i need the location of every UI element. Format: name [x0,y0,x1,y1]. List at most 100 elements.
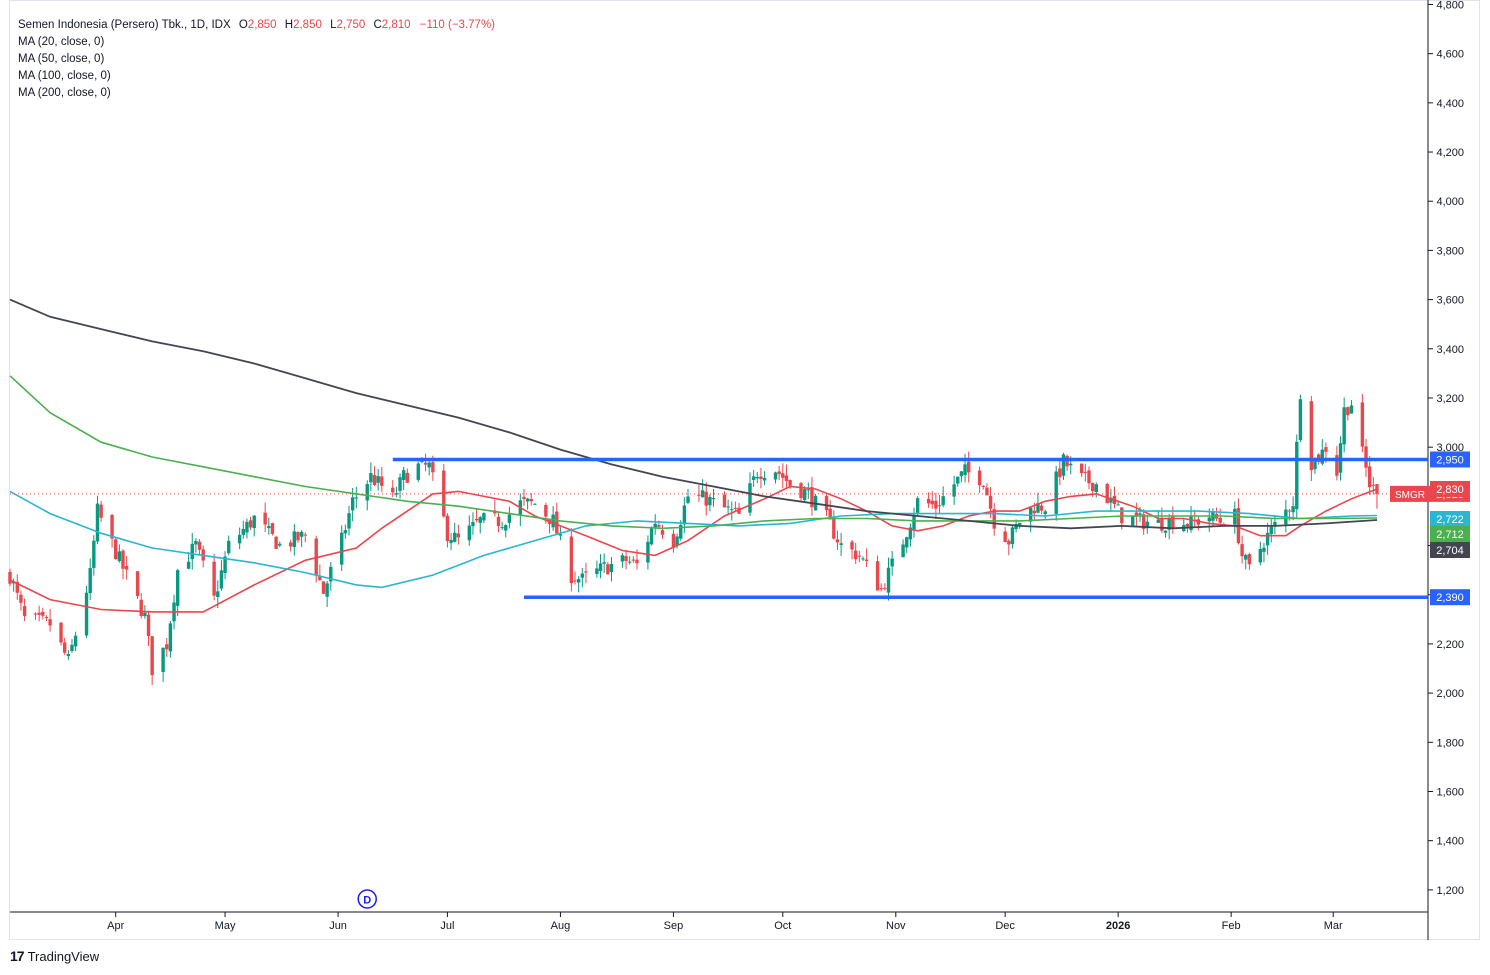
candle-body [1167,518,1171,530]
candle-body [212,561,216,596]
price-chart[interactable]: 1,2001,4001,6001,8002,0002,2002,4002,600… [0,0,1490,945]
chart-frame [9,0,1480,940]
candle-body [759,476,763,480]
candle [875,555,880,591]
candle [810,476,814,516]
candle-body [584,571,588,573]
candle-body [751,476,756,480]
candle-body [1007,540,1011,545]
candle-body [598,563,603,571]
candle-body [657,524,661,527]
high-label: H [284,19,294,31]
legend-ma200[interactable]: MA (200, close, 0) [18,87,111,99]
candle-body [449,539,453,544]
level-label: 2,390 [1436,592,1464,604]
legend-ma100[interactable]: MA (100, close, 0) [18,70,111,82]
candle-body [445,515,450,542]
candle [1342,397,1346,453]
candle-body [992,509,996,529]
candle-body [853,550,858,560]
candle [274,535,278,550]
candle-body [1313,457,1317,470]
candle-body [901,544,905,558]
candle [708,494,712,512]
candle [318,564,322,581]
legend-ma50[interactable]: MA (50, close, 0) [18,53,105,65]
candles-group [8,393,1379,686]
candle [606,562,610,575]
candle [1193,509,1197,528]
candle-body [139,599,143,617]
candle-body [1163,530,1168,533]
candle [773,471,778,484]
candle-body [146,614,151,637]
candle-body [22,606,27,616]
candle [1371,477,1376,495]
candle [416,461,420,483]
candle-body [401,470,406,481]
candle-body [1054,471,1058,514]
candle-body [810,487,814,508]
candle-body [135,571,140,597]
candle [799,481,803,501]
x-tick-label: Nov [886,920,906,932]
ma200-line [9,298,1378,530]
candle-body [1116,504,1120,506]
candle-body [303,534,307,536]
candle [1065,454,1069,471]
candle-body [1346,407,1350,416]
candle-body [197,541,202,550]
candle [573,571,577,585]
candle-body [267,526,271,529]
candle-body [150,636,154,676]
candle-body [1320,449,1324,464]
candle [227,535,231,556]
candle-body [959,471,964,477]
candle [832,510,836,540]
candle-body [762,477,767,481]
candle [1003,527,1007,543]
candle-body [952,484,956,497]
candle-body [143,612,147,617]
ma-value-label: 2,712 [1436,529,1464,541]
candle [1298,394,1303,443]
candle-body [1134,512,1139,517]
candle [1163,530,1168,538]
candle-body [252,515,256,528]
candle [1131,515,1135,526]
candle-body [321,581,326,594]
candle-body [219,570,224,589]
candle-body [124,565,129,570]
candle-body [340,532,344,565]
candle-body [237,534,242,544]
candle-body [1061,454,1066,476]
y-tick-label: 3,400 [1436,344,1464,356]
candle [930,491,934,509]
candle [453,522,457,543]
candle [1291,496,1295,521]
candle [1105,482,1109,504]
candle [857,550,862,563]
candle-body [478,517,482,523]
candle-body [245,521,249,533]
candle [405,468,410,484]
open-label: O [238,19,248,31]
candle-body [1138,513,1142,515]
candle-body [296,532,300,541]
candle-body [1240,544,1244,557]
ma-value-label-bg [1430,480,1470,497]
tradingview-brand[interactable]: TradingView [27,948,100,964]
candle [966,451,971,483]
candle [1054,465,1058,521]
candle [711,488,716,507]
legend-ma20[interactable]: MA (20, close, 0) [18,36,105,48]
candle [219,560,224,591]
candle-body [66,654,71,656]
candle [15,574,19,600]
candle [95,495,100,545]
y-tick-label: 3,600 [1436,295,1464,307]
candle-body [347,513,351,529]
candle [340,525,344,571]
candle [934,492,938,519]
candle [88,558,92,601]
